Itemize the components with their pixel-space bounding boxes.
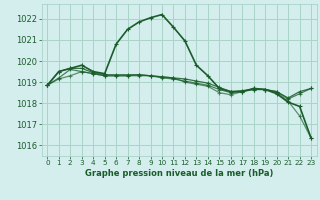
X-axis label: Graphe pression niveau de la mer (hPa): Graphe pression niveau de la mer (hPa)	[85, 169, 273, 178]
